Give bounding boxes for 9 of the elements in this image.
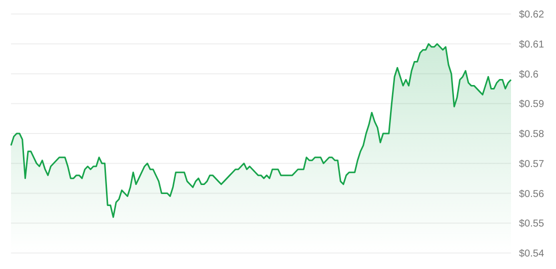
y-tick-label: $0.54 — [519, 248, 544, 260]
y-tick-label: $0.61 — [519, 39, 544, 50]
y-tick-label: $0.62 — [519, 10, 544, 21]
y-tick-label: $0.6 — [519, 69, 539, 80]
y-tick-label: $0.57 — [519, 158, 544, 170]
y-tick-label: $0.58 — [519, 129, 544, 140]
y-tick-label: $0.59 — [519, 99, 544, 110]
y-tick-label: $0.56 — [519, 188, 544, 200]
y-tick-label: $0.55 — [519, 218, 544, 230]
